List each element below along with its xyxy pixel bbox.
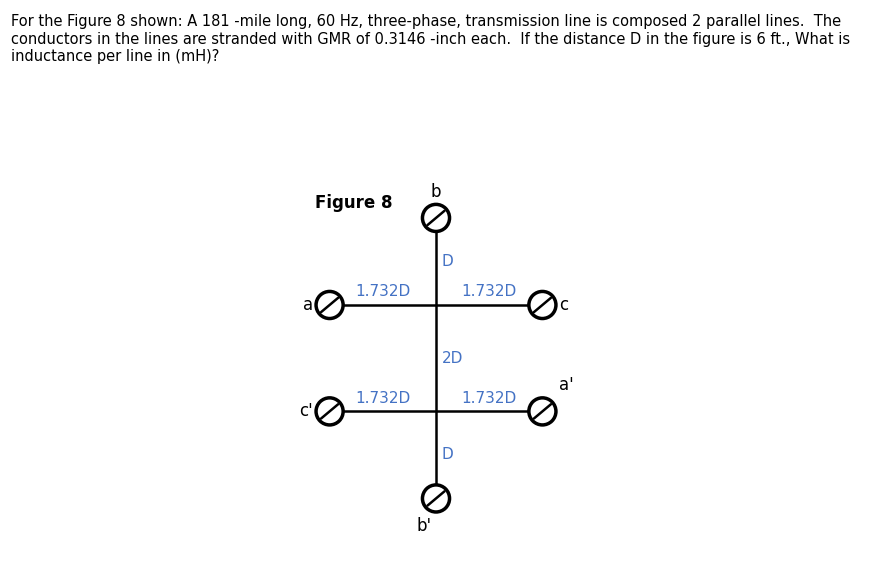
Text: D: D bbox=[442, 254, 453, 269]
Text: c': c' bbox=[299, 403, 313, 420]
Circle shape bbox=[316, 291, 344, 319]
Text: 1.732D: 1.732D bbox=[355, 284, 411, 299]
Circle shape bbox=[422, 485, 450, 512]
Circle shape bbox=[528, 291, 556, 319]
Text: 1.732D: 1.732D bbox=[355, 391, 411, 405]
Text: b': b' bbox=[416, 517, 431, 535]
Text: a': a' bbox=[559, 376, 574, 395]
Text: c: c bbox=[559, 296, 569, 314]
Text: 1.732D: 1.732D bbox=[461, 391, 517, 405]
Text: 2D: 2D bbox=[442, 351, 463, 365]
Circle shape bbox=[422, 204, 450, 231]
Circle shape bbox=[528, 398, 556, 425]
Text: 1.732D: 1.732D bbox=[461, 284, 517, 299]
Circle shape bbox=[316, 398, 344, 425]
Text: a: a bbox=[303, 296, 313, 314]
Text: For the Figure 8 shown: A 181 -mile long, 60 Hz, three-phase, transmission line : For the Figure 8 shown: A 181 -mile long… bbox=[11, 14, 850, 64]
Text: Figure 8: Figure 8 bbox=[315, 194, 392, 212]
Text: b: b bbox=[431, 183, 441, 201]
Text: D: D bbox=[442, 448, 453, 463]
